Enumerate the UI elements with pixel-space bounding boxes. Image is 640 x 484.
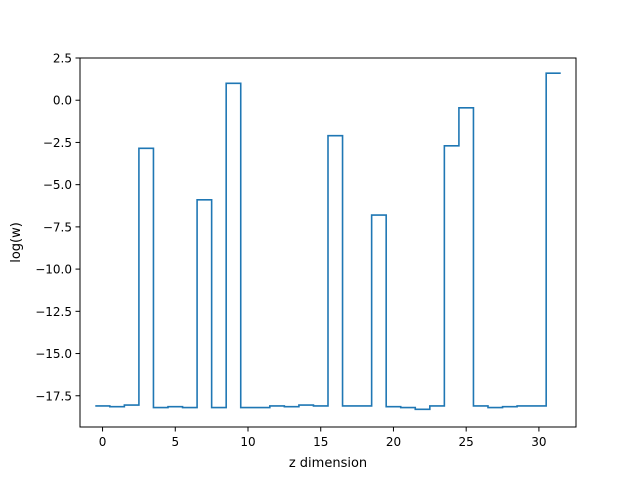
y-tick-label: 0.0 [53,94,72,108]
data-point [275,404,279,408]
x-tick-label: 5 [171,435,179,449]
x-tick-label: 0 [99,435,107,449]
data-point [348,404,352,408]
data-point [391,405,395,409]
series-line-0 [95,72,561,411]
data-point [217,406,221,410]
data-point [406,406,410,410]
y-tick-label: −12.5 [35,305,72,319]
data-point [435,404,439,408]
data-point [493,406,497,410]
data-point [144,146,148,150]
data-point [464,106,468,110]
data-point [450,144,454,148]
data-point [188,406,192,410]
data-point [319,404,323,408]
data-point [290,405,294,409]
data-point [522,404,526,408]
x-tick-label: 10 [240,435,255,449]
plot-area [95,71,561,411]
data-point [304,403,308,407]
x-tick-label: 30 [531,435,546,449]
y-tick-label: −10.0 [35,263,72,277]
x-axis-label: z dimension [289,456,367,471]
data-point [115,405,119,409]
y-tick-label: 2.5 [53,52,72,66]
y-tick-label: −7.5 [43,220,72,234]
data-point [101,404,105,408]
data-point [362,404,366,408]
y-tick-label: −5.0 [43,178,72,192]
axes-frame [79,57,577,428]
data-point [333,134,337,138]
data-point [130,403,134,407]
x-tick-label: 15 [313,435,328,449]
data-point [246,406,250,410]
y-axis-label: log(w) [9,222,24,263]
y-tick-label: −2.5 [43,136,72,150]
y-tick-label: −17.5 [35,389,72,403]
y-tick-label: −15.0 [35,347,72,361]
data-point [261,406,265,410]
data-point [479,404,483,408]
x-tick-label: 20 [386,435,401,449]
data-point [173,405,177,409]
data-point [508,405,512,409]
data-point [231,81,235,85]
data-point [551,71,555,75]
y-axis-ticks: 2.5 0.0 −2.5 −5.0 −7.5 −10.0 −12.5 −15.0 −17.5 [35,52,80,403]
x-tick-label: 25 [459,435,474,449]
data-point [202,198,206,202]
data-point [421,407,425,411]
data-point [537,404,541,408]
data-point [377,213,381,217]
data-point [159,406,163,410]
x-axis-ticks: 0 5 10 15 20 25 30 [99,427,547,449]
